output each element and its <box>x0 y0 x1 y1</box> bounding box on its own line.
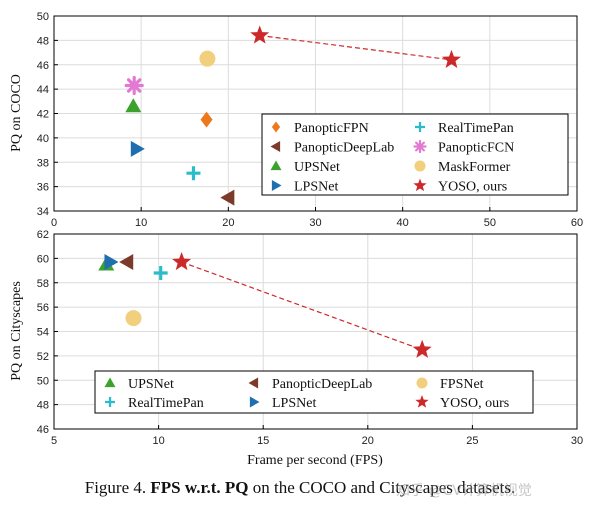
cityscapes-x-tick-label: 10 <box>152 435 164 447</box>
coco-y-tick-label: 42 <box>37 109 49 121</box>
cityscapes-legend-yoso-ours-marker <box>415 395 429 408</box>
cityscapes-y-tick-label: 52 <box>37 351 49 363</box>
coco-legend: PanopticFPN PanopticDeepLab UPSNet LPSNet Re… <box>261 113 569 196</box>
coco-y-tick-label: 46 <box>37 60 49 72</box>
cityscapes-legend-realtimepan-label: RealTimePan <box>128 396 204 411</box>
cityscapes-legend-lpsnet-label: LPSNet <box>272 396 316 411</box>
cityscapes-marks <box>98 252 432 358</box>
figure-caption: Figure 4. FPS w.r.t. PQ on the COCO and … <box>0 478 600 498</box>
cityscapes-yoso-ours-point <box>172 252 192 271</box>
cityscapes-legend-upsnet-marker <box>104 377 116 388</box>
cityscapes-x-tick-label: 30 <box>571 435 583 447</box>
cityscapes-y-tick-label: 54 <box>37 327 49 339</box>
cityscapes-legend-lpsnet-marker <box>249 396 260 408</box>
caption-suffix: on the COCO and Cityscapes datasets. <box>248 478 516 497</box>
coco-y-tick-label: 50 <box>37 11 49 23</box>
coco-panopticdeeplab-point <box>220 189 235 206</box>
coco-chart: 0 10 20 30 40 50 60 34 36 38 40 42 44 46 48 50 PQ on CO… <box>9 11 583 229</box>
cityscapes-legend-realtimepan-marker <box>105 397 115 407</box>
cityscapes-realtimepan-point <box>153 266 168 280</box>
coco-y-axis-label: PQ on COCO <box>9 74 24 152</box>
coco-x-tick-label: 30 <box>309 217 321 229</box>
coco-x-tick-label: 10 <box>135 217 147 229</box>
coco-legend-lpsnet-marker <box>271 180 282 191</box>
cityscapes-legend-panopticdeeplab-label: PanopticDeepLab <box>272 377 372 392</box>
cityscapes-x-tick-label: 25 <box>466 435 478 447</box>
cityscapes-legend-fpsnet-label: FPSNet <box>440 377 484 392</box>
coco-yoso-ours-point <box>441 49 461 68</box>
coco-legend-panopticfcn-marker <box>413 139 427 154</box>
coco-panopticfcn-point <box>124 75 144 96</box>
cityscapes-panopticdeeplab-point <box>119 254 134 271</box>
cityscapes-y-tick-label: 50 <box>37 375 49 387</box>
coco-x-tick-label: 40 <box>397 217 409 229</box>
cityscapes-yoso-ours-line <box>181 261 423 351</box>
cityscapes-y-tick-label: 46 <box>37 424 49 436</box>
coco-legend-maskformer-marker <box>414 160 426 172</box>
coco-legend-yoso-ours-marker <box>413 178 427 192</box>
coco-legend-panopticdeeplab-label: PanopticDeepLab <box>294 141 394 156</box>
cityscapes-y-tick-label: 62 <box>37 229 49 241</box>
figure: 0 10 20 30 40 50 60 34 36 38 40 42 44 46 48 50 PQ on CO… <box>9 11 583 468</box>
coco-legend-panopticfcn-label: PanopticFCN <box>438 141 514 156</box>
caption-prefix: Figure 4. <box>84 478 151 497</box>
coco-legend-yoso-ours-label: YOSO, ours <box>438 180 507 195</box>
cityscapes-y-tick-label: 48 <box>37 400 49 412</box>
cityscapes-x-tick-label: 15 <box>257 435 269 447</box>
cityscapes-legend-fpsnet-marker <box>416 377 428 389</box>
cityscapes-y-tick-label: 58 <box>37 278 49 290</box>
coco-x-tick-label: 50 <box>484 217 496 229</box>
cityscapes-legend-panopticdeeplab-marker <box>248 377 259 389</box>
cityscapes-y-tick-label: 56 <box>37 302 49 314</box>
cityscapes-fpsnet-point <box>125 310 142 327</box>
cityscapes-ticks: 5 10 15 20 25 30 46 48 50 52 54 56 58 60 62 <box>37 229 583 447</box>
coco-y-tick-label: 36 <box>37 182 49 194</box>
caption-bold: FPS w.r.t. PQ <box>150 478 249 497</box>
coco-yoso-ours-line <box>259 34 452 61</box>
cityscapes-chart: 5 10 15 20 25 30 46 48 50 52 54 56 58 60 62 PQ on City… <box>9 229 583 468</box>
cityscapes-x-tick-label: 20 <box>362 435 374 447</box>
coco-y-tick-label: 34 <box>37 206 49 218</box>
coco-y-tick-label: 48 <box>37 35 49 47</box>
coco-maskformer-point <box>199 50 216 67</box>
cityscapes-y-axis-label: PQ on Cityscapes <box>9 281 24 381</box>
cityscapes-yoso-ours-point <box>412 339 432 358</box>
coco-lpsnet-point <box>130 140 145 157</box>
coco-y-tick-label: 38 <box>37 157 49 169</box>
coco-upsnet-point <box>125 98 142 113</box>
watermark: 知乎 @CV计算机视觉 <box>396 483 532 499</box>
coco-legend-panopticfpn-marker <box>271 121 281 133</box>
coco-legend-realtimepan-label: RealTimePan <box>438 121 514 136</box>
coco-legend-maskformer-label: MaskFormer <box>438 160 511 175</box>
cityscapes-lpsnet-point <box>104 254 119 271</box>
coco-y-tick-label: 40 <box>37 133 49 145</box>
coco-marks <box>124 25 461 206</box>
coco-y-tick-label: 44 <box>37 84 49 96</box>
cityscapes-legend: UPSNet PanopticDeepLab FPSNet RealTimePan LP… <box>94 370 534 414</box>
coco-x-tick-label: 20 <box>222 217 234 229</box>
coco-legend-lpsnet-label: LPSNet <box>294 180 338 195</box>
coco-legend-panopticfpn-label: PanopticFPN <box>294 121 369 136</box>
coco-x-tick-label: 60 <box>571 217 583 229</box>
cityscapes-y-tick-label: 60 <box>37 253 49 265</box>
coco-x-tick-label: 0 <box>51 217 57 229</box>
coco-ticks: 0 10 20 30 40 50 60 34 36 38 40 42 44 46 48 50 <box>37 11 583 229</box>
coco-yoso-ours-point <box>250 25 270 44</box>
coco-panopticfpn-point <box>200 111 213 128</box>
cityscapes-legend-box <box>94 370 534 414</box>
cityscapes-legend-upsnet-label: UPSNet <box>128 377 174 392</box>
coco-legend-realtimepan-marker <box>415 122 425 132</box>
cityscapes-legend-yoso-ours-label: YOSO, ours <box>440 396 509 411</box>
cityscapes-x-axis-label: Frame per second (FPS) <box>247 453 383 468</box>
cityscapes-x-tick-label: 5 <box>51 435 57 447</box>
coco-realtimepan-point <box>186 166 201 181</box>
coco-legend-panopticdeeplab-marker <box>270 141 281 152</box>
coco-legend-upsnet-marker <box>270 160 282 171</box>
coco-legend-upsnet-label: UPSNet <box>294 160 340 175</box>
